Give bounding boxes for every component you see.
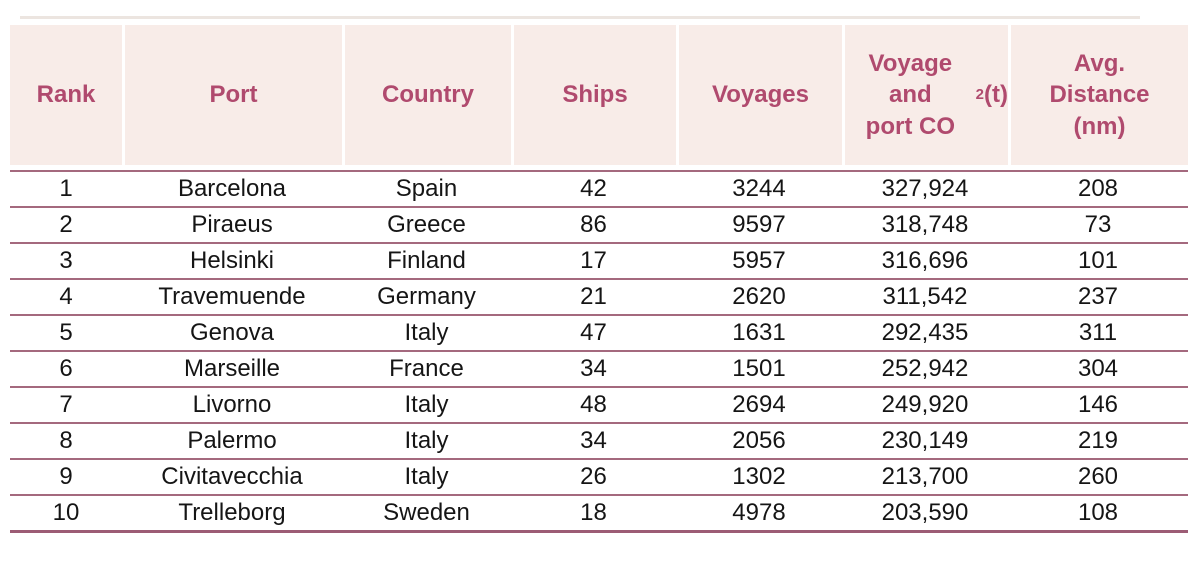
column-header-country: Country	[342, 25, 511, 165]
table-cell: Piraeus	[191, 211, 273, 238]
table-cell: 292,435	[881, 319, 969, 346]
table-cell: Trelleborg	[178, 499, 286, 526]
table-header-row: Rank Port Country Ships Voyages Voyage a…	[10, 25, 1188, 165]
table-cell: 9597	[732, 211, 786, 238]
table-cell: Italy	[404, 463, 449, 490]
table-cell: 2694	[732, 391, 786, 418]
table-body: 1 Barcelona Spain 42 3244 327,924 208 2 Piraeus G…	[10, 170, 1188, 533]
table-cell: 8	[59, 427, 73, 454]
column-header-ships: Ships	[511, 25, 676, 165]
table-cell: 17	[580, 247, 607, 274]
column-header-port: Port	[122, 25, 342, 165]
table-cell: Civitavecchia	[161, 463, 303, 490]
table-cell: 4	[59, 283, 73, 310]
table-cell: Germany	[377, 283, 476, 310]
table-row: 9 Civitavecchia Italy 26 1302 213,700 260	[10, 460, 1188, 496]
table-cell: Barcelona	[177, 175, 287, 202]
table-row: 6 Marseille France 34 1501 252,942 304	[10, 352, 1188, 388]
table-row: 1 Barcelona Spain 42 3244 327,924 208	[10, 172, 1188, 208]
table-cell: 2	[59, 211, 73, 238]
table-cell: Helsinki	[189, 247, 275, 274]
co2-label-post: (t)	[984, 81, 1008, 109]
table-cell: 86	[580, 211, 607, 238]
table-row: 8 Palermo Italy 34 2056 230,149 219	[10, 424, 1188, 460]
table-cell: 318,748	[881, 211, 969, 238]
table-cell: Travemuende	[158, 283, 306, 310]
table-cell: 260	[1077, 463, 1119, 490]
column-header-avg-distance: Avg. Distance (nm)	[1008, 25, 1188, 165]
table-cell: Finland	[387, 247, 466, 274]
table-cell: 327,924	[881, 175, 969, 202]
table-row: 7 Livorno Italy 48 2694 249,920 146	[10, 388, 1188, 424]
table-cell: 18	[580, 499, 607, 526]
table-cell: Palermo	[187, 427, 277, 454]
table-cell: 146	[1077, 391, 1119, 418]
table-cell: 1631	[732, 319, 786, 346]
table-cell: 21	[580, 283, 607, 310]
table-cell: 3	[59, 247, 73, 274]
table-cell: 203,590	[881, 499, 969, 526]
table-cell: 252,942	[881, 355, 969, 382]
table-cell: 9	[59, 463, 73, 490]
table-cell: 316,696	[881, 247, 969, 274]
table-cell: 230,149	[881, 427, 969, 454]
table-cell: 5	[59, 319, 73, 346]
table-cell: 3244	[732, 175, 786, 202]
table-cell: 73	[1084, 211, 1112, 238]
table-cell: 6	[59, 355, 73, 382]
table-row: 2 Piraeus Greece 86 9597 318,748 73	[10, 208, 1188, 244]
column-header-rank: Rank	[10, 25, 122, 165]
table-row: 10 Trelleborg Sweden 18 4978 203,590 108	[10, 496, 1188, 533]
table-cell: 2056	[732, 427, 786, 454]
table-cell: Spain	[395, 175, 458, 202]
table-cell: Sweden	[383, 499, 470, 526]
table-cell: 219	[1077, 427, 1119, 454]
table-cell: Livorno	[192, 391, 272, 418]
column-header-voyages: Voyages	[676, 25, 842, 165]
table-cell: 5957	[732, 247, 786, 274]
table-cell: 108	[1077, 499, 1119, 526]
table-cell: 26	[580, 463, 607, 490]
table-cell: 48	[580, 391, 607, 418]
table-cell: 7	[59, 391, 73, 418]
table-cell: 208	[1077, 175, 1119, 202]
table-cell: 304	[1077, 355, 1119, 382]
table-cell: 42	[580, 175, 607, 202]
table-cell: Genova	[189, 319, 275, 346]
table-cell: 101	[1077, 247, 1119, 274]
top-divider	[20, 16, 1140, 19]
table-cell: 2620	[732, 283, 786, 310]
table-cell: 34	[580, 427, 607, 454]
table-cell: 249,920	[881, 391, 969, 418]
table-cell: 34	[580, 355, 607, 382]
table-cell: 1	[59, 175, 73, 202]
table-cell: Greece	[387, 211, 466, 238]
table-cell: 311	[1078, 319, 1118, 346]
co2-label-pre: Voyage and port CO	[865, 50, 955, 140]
table-cell: 1501	[732, 355, 786, 382]
table-cell: Marseille	[183, 355, 281, 382]
table-cell: 10	[52, 499, 80, 526]
table-cell: Italy	[404, 391, 449, 418]
table-row: 4 Travemuende Germany 21 2620 311,542 237	[10, 280, 1188, 316]
table-row: 3 Helsinki Finland 17 5957 316,696 101	[10, 244, 1188, 280]
column-header-co2: Voyage and port CO 2 (t)	[842, 25, 1008, 165]
table-cell: 1302	[732, 463, 786, 490]
table-cell: 47	[580, 319, 607, 346]
table-cell: 311,542	[882, 283, 968, 310]
table-cell: 237	[1077, 283, 1119, 310]
table-cell: Italy	[404, 319, 449, 346]
table-cell: France	[389, 355, 464, 382]
table-cell: Italy	[404, 427, 449, 454]
table-row: 5 Genova Italy 47 1631 292,435 311	[10, 316, 1188, 352]
ports-table: Rank Port Country Ships Voyages Voyage a…	[10, 25, 1188, 533]
table-cell: 213,700	[881, 463, 969, 490]
table-cell: 4978	[732, 499, 786, 526]
